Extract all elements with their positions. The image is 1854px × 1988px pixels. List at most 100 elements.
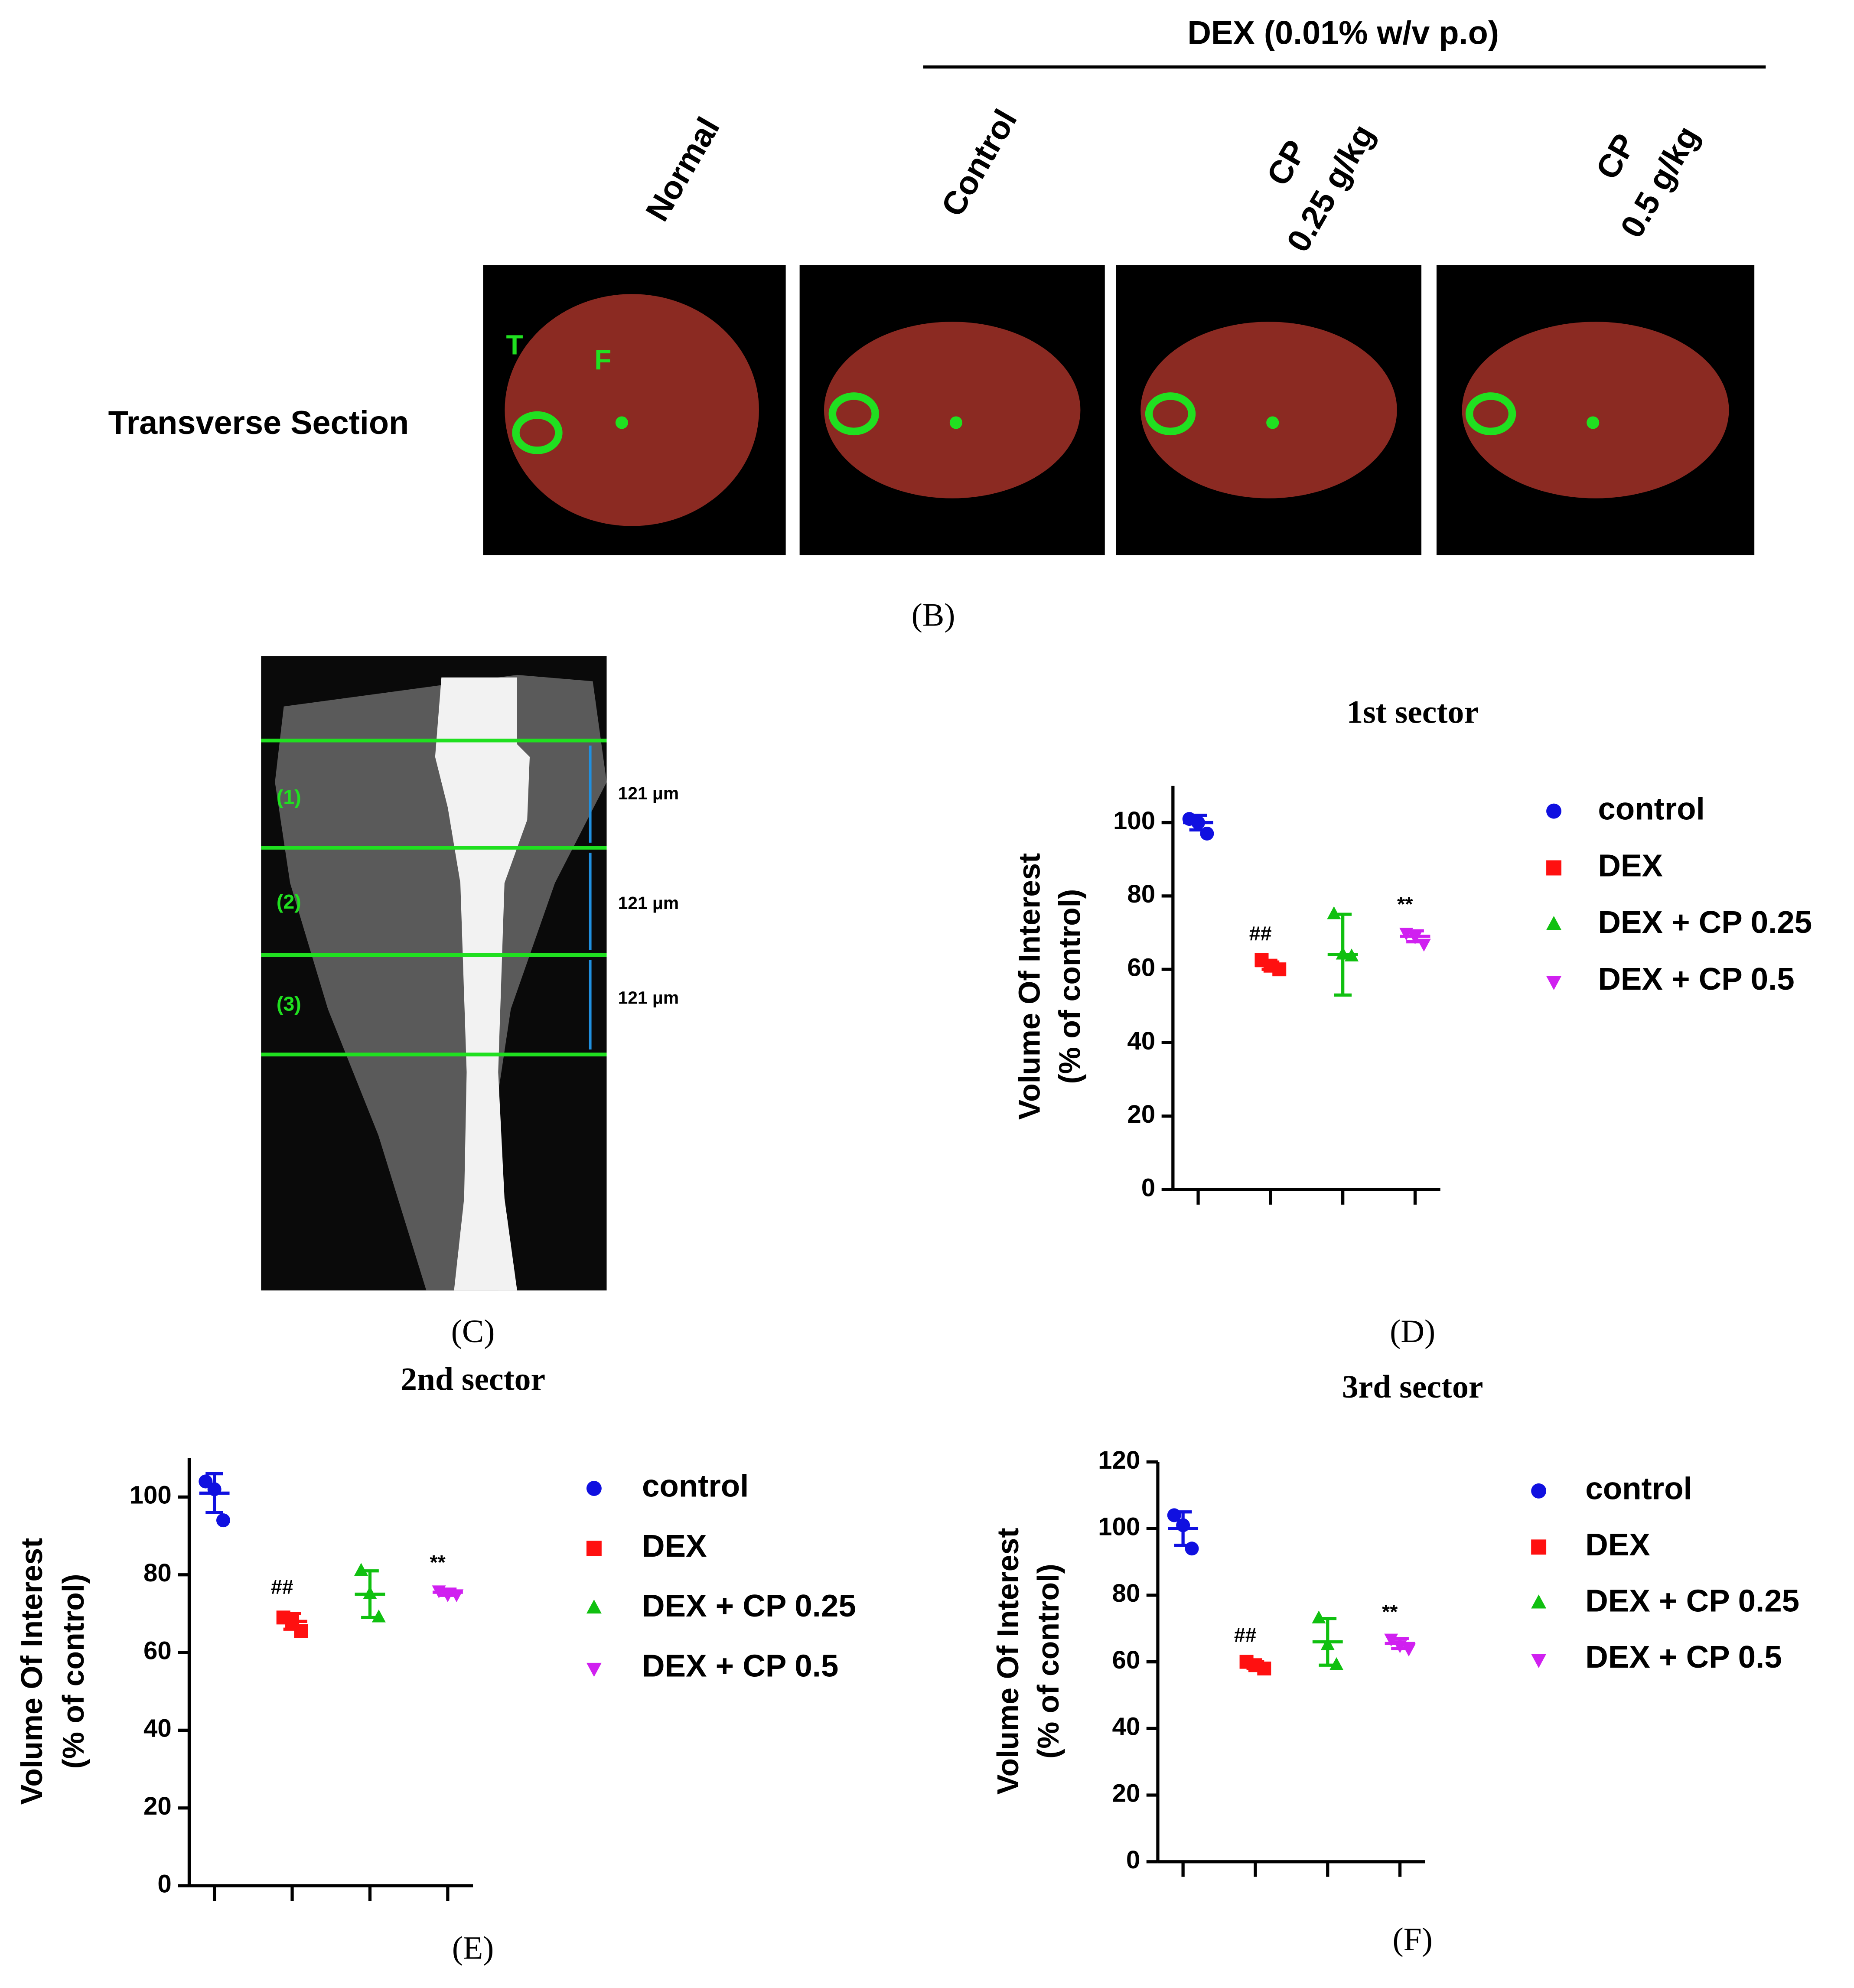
point (1417, 939, 1431, 952)
chart-title: 1st sector (1346, 694, 1478, 730)
leg-image (261, 656, 607, 1291)
tibia (828, 392, 879, 436)
point (1336, 946, 1350, 960)
point (1167, 1508, 1181, 1522)
legend-label: DEX + CP 0.5 (1585, 1639, 1782, 1675)
point (1401, 1643, 1416, 1657)
point (1531, 1483, 1547, 1499)
length-label: 121 μm (618, 783, 679, 803)
length-label: 121 μm (618, 987, 679, 1007)
legend-label: DEX + CP 0.5 (642, 1648, 838, 1683)
y-tick-label: 60 (1112, 1646, 1140, 1674)
y-axis-label: Volume Of Interest (15, 1538, 49, 1805)
section-image (483, 265, 786, 555)
y-tick-label: 0 (1141, 1173, 1155, 1202)
legend-label: control (642, 1469, 749, 1504)
point (1272, 962, 1287, 977)
bone-marker: F (594, 344, 611, 375)
column-label: Control (935, 104, 1024, 223)
point (1327, 906, 1341, 919)
y-tick-label: 120 (1098, 1446, 1140, 1474)
point (1531, 1654, 1547, 1668)
point (1176, 1518, 1190, 1532)
point (1312, 1610, 1326, 1623)
significance: ## (1234, 1624, 1257, 1646)
dot-plot: 3rd sector (F) Volume Of Interest (% of con… (991, 1369, 1799, 1957)
fibula (949, 416, 962, 429)
column-label: Normal (639, 111, 727, 228)
panel-label: (C) (451, 1313, 495, 1349)
panel-label: (B) (912, 597, 955, 633)
y-tick-label: 40 (143, 1714, 172, 1743)
point (1200, 826, 1214, 841)
y-axis-label: (% of control) (1053, 889, 1087, 1084)
legend-label: DEX + CP 0.25 (642, 1588, 856, 1623)
y-tick-label: 100 (1098, 1513, 1140, 1541)
legend-label: DEX + CP 0.25 (1598, 905, 1812, 940)
point (1531, 1594, 1547, 1609)
panel-label: (E) (452, 1930, 494, 1966)
muscle-section (1462, 322, 1729, 499)
y-axis-label: (% of control) (56, 1574, 90, 1769)
legend-label: DEX (642, 1528, 707, 1564)
y-tick-label: 40 (1112, 1713, 1140, 1741)
fibula (1266, 416, 1279, 429)
muscle-section (505, 294, 759, 526)
panel-label: (F) (1392, 1921, 1432, 1957)
y-tick-label: 0 (1126, 1846, 1140, 1874)
y-tick-label: 20 (1127, 1100, 1155, 1128)
sector-label: (3) (277, 992, 301, 1015)
significance: ** (430, 1551, 446, 1574)
y-tick-label: 80 (1127, 880, 1155, 908)
y-tick-label: 0 (157, 1870, 171, 1898)
point (1531, 1539, 1547, 1555)
legend-label: DEX + CP 0.25 (1585, 1584, 1799, 1619)
dot-plot: 1st sector (D) Volume Of Interest (% of con… (1012, 694, 1812, 1349)
tibia (1465, 392, 1516, 436)
y-tick-label: 40 (1127, 1027, 1155, 1055)
point (432, 1585, 446, 1598)
legend-label: DEX + CP 0.5 (1598, 961, 1794, 997)
point (586, 1481, 602, 1496)
point (586, 1541, 602, 1556)
point (1546, 860, 1561, 876)
point (1384, 1633, 1398, 1647)
point (1185, 1542, 1199, 1556)
y-tick-label: 60 (143, 1636, 172, 1665)
y-tick-label: 100 (1113, 807, 1155, 835)
point (294, 1624, 308, 1638)
dot-plot: 2nd sector (E) Volume Of Interest (% of con… (15, 1361, 856, 1966)
point (1191, 815, 1206, 830)
significance: ** (1382, 1600, 1398, 1623)
y-tick-label: 20 (143, 1792, 172, 1820)
section-image (799, 265, 1105, 555)
fibula (1587, 416, 1600, 429)
point (1399, 928, 1414, 941)
section-image (1436, 265, 1755, 555)
point (586, 1599, 602, 1614)
fibula (615, 416, 628, 429)
y-tick-label: 80 (143, 1559, 172, 1587)
point (586, 1662, 602, 1677)
column-label: 0.25 g/kg (1280, 118, 1382, 258)
point (1345, 948, 1359, 961)
y-axis-label: (% of control) (1031, 1564, 1065, 1759)
point (354, 1563, 368, 1576)
sector-label: (2) (277, 890, 301, 913)
y-axis-label: Volume Of Interest (991, 1528, 1025, 1795)
point (216, 1513, 230, 1528)
point (1320, 1637, 1335, 1650)
point (207, 1482, 222, 1496)
sector-lines (261, 738, 607, 1057)
significance: ## (1249, 922, 1272, 945)
muscle-section (824, 322, 1081, 499)
chart-title: 2nd sector (401, 1361, 545, 1397)
group-header: DEX (0.01% w/v p.o) (1187, 15, 1499, 52)
y-tick-label: 60 (1127, 954, 1155, 982)
point (450, 1589, 464, 1602)
column-label: CP (1260, 134, 1314, 192)
y-tick-label: 80 (1112, 1579, 1140, 1607)
column-label: CP (1589, 128, 1643, 186)
